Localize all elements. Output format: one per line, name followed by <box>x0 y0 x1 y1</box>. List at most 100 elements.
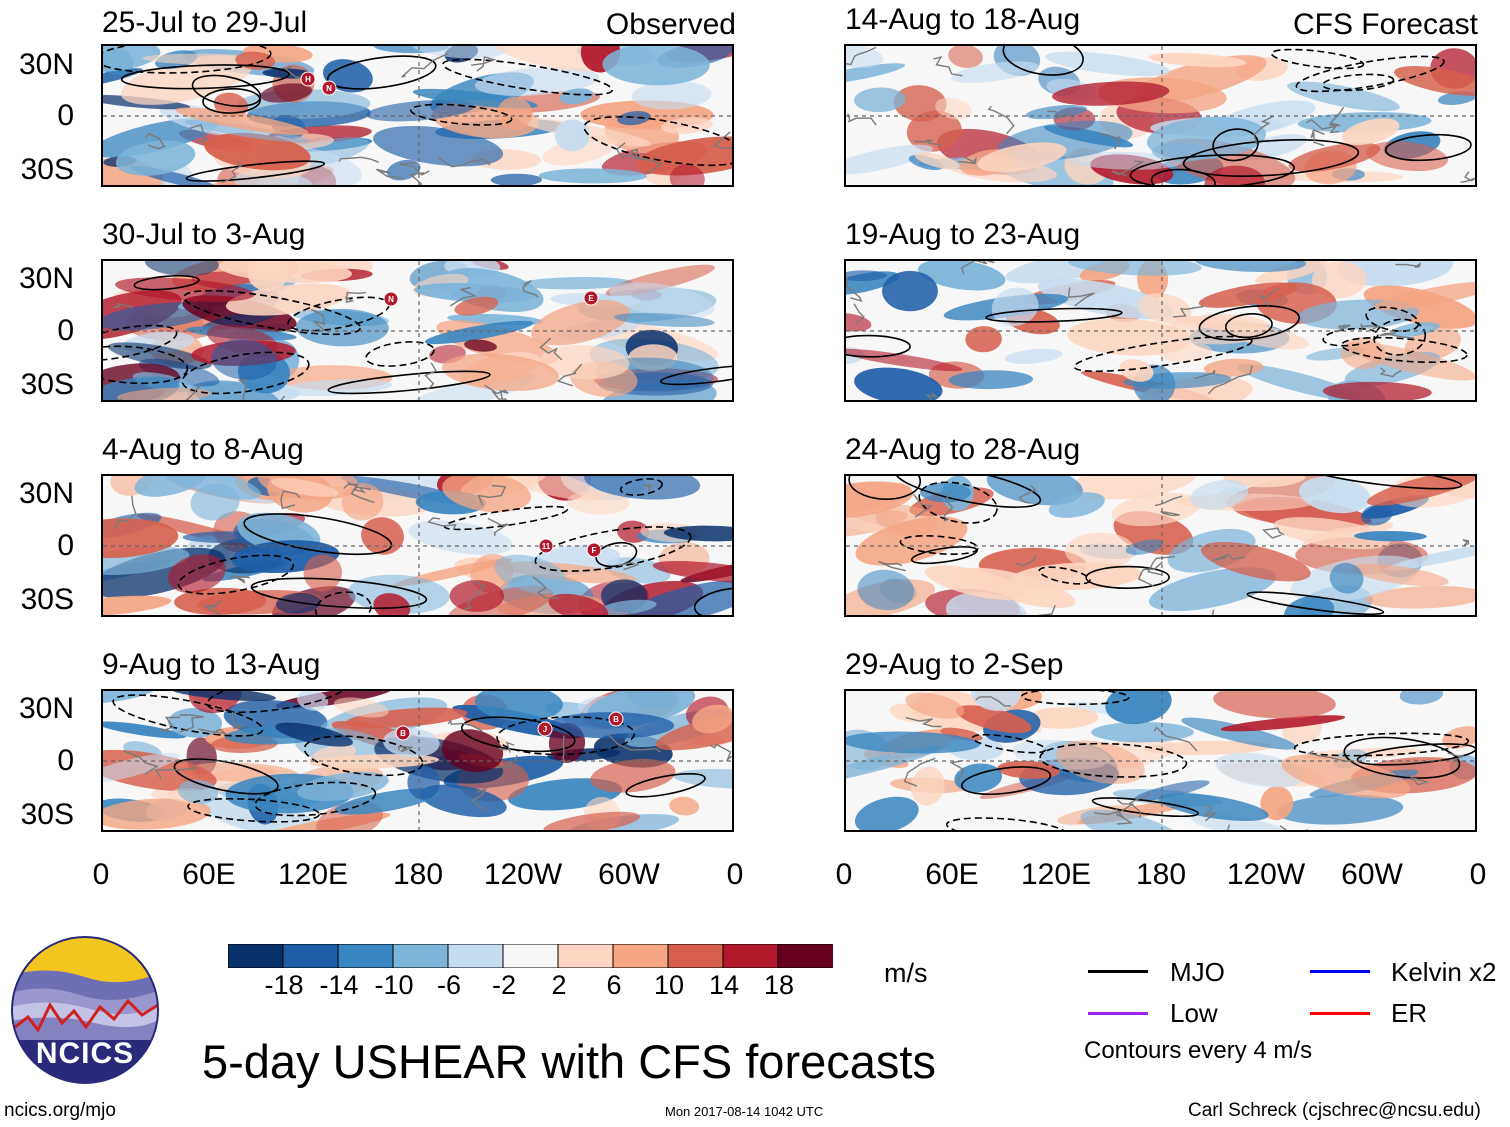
storm-marker-icon: J <box>537 721 553 737</box>
storm-marker-icon: N <box>321 80 337 96</box>
lat-label: 30N <box>18 692 74 725</box>
lat-label: 0 <box>57 529 74 562</box>
lat-label: 30S <box>20 153 74 186</box>
map-panel: B J B <box>101 689 734 832</box>
panel-title: 25-Jul to 29-Jul <box>102 6 308 39</box>
colorbar-label: 2 <box>551 970 567 1000</box>
panel-title: 14-Aug to 18-Aug <box>845 3 1081 36</box>
svg-text:B: B <box>400 729 406 738</box>
legend-label-er: ER <box>1391 998 1428 1028</box>
storm-marker-icon: B <box>395 725 411 741</box>
logo-graphic <box>11 936 159 1084</box>
map-panel: 11 F <box>101 474 734 617</box>
colorbar-label: 14 <box>708 970 740 1000</box>
svg-text:H: H <box>305 75 311 84</box>
svg-text:11: 11 <box>542 542 551 551</box>
legend-swatch-mjo <box>1088 970 1148 973</box>
svg-text:B: B <box>613 715 619 724</box>
map-panel <box>844 474 1477 617</box>
lon-label: 60W <box>1341 858 1403 891</box>
svg-text:N: N <box>388 295 394 304</box>
footer-timestamp: Mon 2017-08-14 1042 UTC <box>665 1104 824 1119</box>
lon-label: 60W <box>598 858 660 891</box>
panel-title: 9-Aug to 13-Aug <box>102 648 321 681</box>
legend-swatch-low <box>1088 1012 1148 1015</box>
panel-title: 4-Aug to 8-Aug <box>102 433 304 466</box>
svg-text:N: N <box>326 84 332 93</box>
lon-label: 120W <box>1226 858 1306 891</box>
colorbar-label: 10 <box>653 970 685 1000</box>
lat-label: 30S <box>20 583 74 616</box>
map-canvas <box>846 691 1475 830</box>
ncics-logo: NCICS <box>10 935 160 1085</box>
colorbar-label: 6 <box>606 970 622 1000</box>
lat-label: 0 <box>57 744 74 777</box>
colorbar-swatches <box>227 943 834 969</box>
panel-title: 30-Jul to 3-Aug <box>102 218 306 251</box>
lat-label: 0 <box>57 99 74 132</box>
panel-title: 29-Aug to 2-Sep <box>845 648 1064 681</box>
lon-label: 120W <box>483 858 563 891</box>
colorbar-swatch <box>447 943 504 969</box>
lon-label: 180 <box>1135 858 1187 891</box>
panel-title: 19-Aug to 23-Aug <box>845 218 1081 251</box>
storm-marker-icon: H <box>300 71 316 87</box>
footer-credit: Carl Schreck (cjschrec@ncsu.edu) <box>1188 1100 1481 1121</box>
colorbar-label: 18 <box>763 970 795 1000</box>
storm-marker-icon: F <box>586 542 602 558</box>
colorbar-swatch <box>392 943 449 969</box>
colorbar-swatch <box>337 943 394 969</box>
colorbar-label: -6 <box>436 970 461 1000</box>
colorbar-swatch <box>557 943 614 969</box>
lon-label: 0 <box>92 858 110 891</box>
legend-label-kelvin: Kelvin x2 <box>1391 957 1497 987</box>
lat-label: 30N <box>18 477 74 510</box>
lon-label: 0 <box>1469 858 1487 891</box>
lon-label: 0 <box>726 858 744 891</box>
svg-text:F: F <box>592 546 597 555</box>
colorbar-swatch <box>722 943 779 969</box>
storm-marker-icon: E <box>583 290 599 306</box>
logo-text: NCICS <box>35 1037 135 1070</box>
map-canvas: B J B <box>103 691 732 830</box>
map-canvas: HN <box>103 46 732 185</box>
lon-label: 60E <box>182 858 236 891</box>
lon-label: 120E <box>1020 858 1092 891</box>
lon-label: 60E <box>925 858 979 891</box>
lon-label: 0 <box>835 858 853 891</box>
lon-label: 120E <box>277 858 349 891</box>
contour-note: Contours every 4 m/s <box>1084 1037 1313 1064</box>
colorbar <box>227 943 834 969</box>
colorbar-swatch <box>502 943 559 969</box>
colorbar-label: -18 <box>264 970 304 1000</box>
footer-url[interactable]: ncics.org/mjo <box>4 1100 116 1121</box>
colorbar-swatch <box>612 943 669 969</box>
colorbar-swatch <box>282 943 339 969</box>
storm-marker-icon: N <box>383 291 399 307</box>
panel-tag-observed: Observed <box>605 8 736 41</box>
lat-label: 30N <box>18 48 74 81</box>
map-panel <box>844 689 1477 832</box>
colorbar-units: m/s <box>884 958 928 988</box>
map-canvas <box>846 46 1475 185</box>
map-panel <box>844 44 1477 187</box>
panel-title: 24-Aug to 28-Aug <box>845 433 1081 466</box>
map-canvas <box>846 476 1475 615</box>
colorbar-swatch <box>667 943 724 969</box>
legend-swatch-er <box>1310 1012 1370 1015</box>
legend-label-low: Low <box>1170 998 1218 1028</box>
lat-label: 0 <box>57 314 74 347</box>
colorbar-swatch <box>777 943 834 969</box>
map-panel <box>844 259 1477 402</box>
lat-label: 30S <box>20 798 74 831</box>
main-title: 5-day USHEAR with CFS forecasts <box>202 1035 936 1088</box>
lat-label: 30S <box>20 368 74 401</box>
lon-label: 180 <box>392 858 444 891</box>
map-canvas: 11 F <box>103 476 732 615</box>
map-canvas <box>846 261 1475 400</box>
storm-marker-icon: 11 <box>538 538 554 554</box>
svg-text:E: E <box>588 294 594 303</box>
storm-marker-icon: B <box>608 711 624 727</box>
